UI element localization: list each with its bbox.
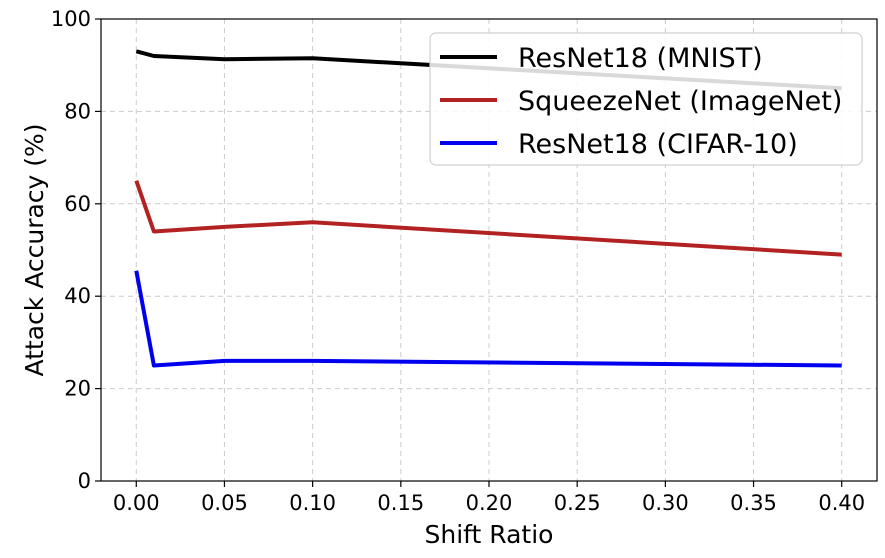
x-tick-label: 0.20 [466,491,513,515]
x-tick-label: 0.00 [113,491,160,515]
x-tick-label: 0.35 [730,491,777,515]
legend-label: ResNet18 (MNIST) [518,43,763,74]
y-tick-label: 100 [51,7,91,31]
y-tick-label: 0 [78,469,91,493]
legend-box [429,32,863,166]
x-tick-label: 0.30 [642,491,689,515]
x-axis-label: Shift Ratio [425,520,554,549]
series-line [134,180,842,257]
x-axis-ticks: 0.00 0.05 0.10 0.15 0.20 0.25 0.30 0.35 0.40 [113,481,865,515]
legend-label: ResNet18 (CIFAR-10) [518,129,798,160]
y-tick-label: 80 [64,99,91,123]
x-tick-label: 0.25 [554,491,601,515]
legend: ResNet18 (MNIST) SqueezeNet (ImageNet) Res… [429,32,863,166]
y-axis-label: Attack Accuracy (%) [20,123,49,376]
series-line [134,270,842,368]
x-tick-label: 0.40 [818,491,865,515]
y-tick-label: 20 [64,377,91,401]
x-tick-label: 0.10 [289,491,336,515]
x-tick-label: 0.05 [201,491,248,515]
y-axis-ticks: 0 20 40 60 80 100 [51,7,101,493]
y-tick-label: 40 [64,284,91,308]
y-tick-label: 60 [64,192,91,216]
x-tick-label: 0.15 [377,491,424,515]
legend-label: SqueezeNet (ImageNet) [518,86,842,117]
